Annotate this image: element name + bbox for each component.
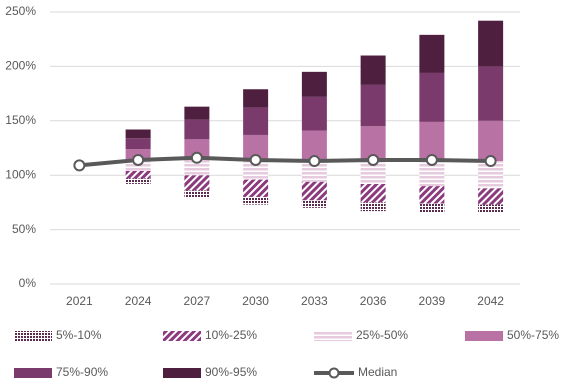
band-segment (419, 203, 445, 213)
legend-swatch (328, 367, 340, 379)
legend-swatch (14, 331, 52, 341)
band-segment (184, 157, 210, 176)
legend-label: 25%-50% (356, 328, 408, 342)
legend-swatch (14, 368, 52, 378)
median-point (132, 153, 145, 166)
y-tick-label: 250% (5, 4, 36, 18)
x-tick-label: 2024 (125, 294, 152, 308)
x-tick-label: 2021 (66, 294, 93, 308)
x-tick-label: 2027 (184, 294, 211, 308)
band-segment (360, 84, 386, 127)
band-segment (301, 181, 327, 201)
band-segment (478, 20, 504, 67)
band-segment (184, 106, 210, 120)
x-tick-label: 2033 (301, 294, 328, 308)
legend-swatch (163, 331, 201, 341)
band-segment (243, 179, 269, 197)
band-segment (243, 89, 269, 108)
band-segment (419, 121, 445, 160)
band-segment (301, 200, 327, 208)
legend-label: 75%-90% (56, 365, 108, 379)
y-tick-label: 100% (5, 167, 36, 181)
band-segment (243, 159, 269, 180)
band-segment (184, 175, 210, 191)
band-segment (360, 202, 386, 212)
median-point (425, 153, 438, 166)
band-segment (184, 139, 210, 158)
median-line (79, 155, 491, 168)
x-tick-label: 2030 (242, 294, 269, 308)
y-tick-label: 0% (19, 276, 37, 290)
legend-label: Median (358, 365, 397, 379)
band-segment (419, 34, 445, 73)
band-segment (360, 159, 386, 184)
legend-label: 90%-95% (205, 365, 257, 379)
band-segment (478, 188, 504, 205)
median-point (190, 151, 203, 164)
x-tick-label: 2042 (477, 294, 504, 308)
band-segment (360, 55, 386, 85)
band-segment (243, 107, 269, 135)
band-segment (184, 190, 210, 199)
median-point (249, 153, 262, 166)
median-point (308, 155, 321, 168)
band-segment (478, 66, 504, 121)
band-segment (419, 186, 445, 204)
legend-swatch (314, 331, 352, 341)
band-segment (360, 183, 386, 203)
band-segment (125, 178, 151, 184)
x-tick-label: 2036 (360, 294, 387, 308)
legend-swatch (465, 331, 503, 341)
legend-swatch (163, 368, 201, 378)
legend-label: 10%-25% (205, 328, 257, 342)
y-tick-label: 150% (5, 113, 36, 127)
band-segment (301, 96, 327, 131)
median-point (73, 159, 86, 172)
band-segment (301, 71, 327, 97)
band-segment (125, 170, 151, 179)
band-segment (243, 196, 269, 205)
y-tick-label: 200% (5, 59, 36, 73)
band-segment (301, 161, 327, 182)
y-tick-label: 50% (12, 222, 36, 236)
band-segment (478, 120, 504, 162)
band-segment (184, 119, 210, 140)
median-point (367, 153, 380, 166)
band-segment (125, 129, 151, 139)
legend-label: 5%-10% (56, 328, 102, 342)
band-segment (125, 138, 151, 150)
band-segment (478, 204, 504, 213)
legend-label: 50%-75% (507, 328, 559, 342)
x-tick-label: 2039 (419, 294, 446, 308)
band-segment (419, 72, 445, 122)
median-point (484, 155, 497, 168)
